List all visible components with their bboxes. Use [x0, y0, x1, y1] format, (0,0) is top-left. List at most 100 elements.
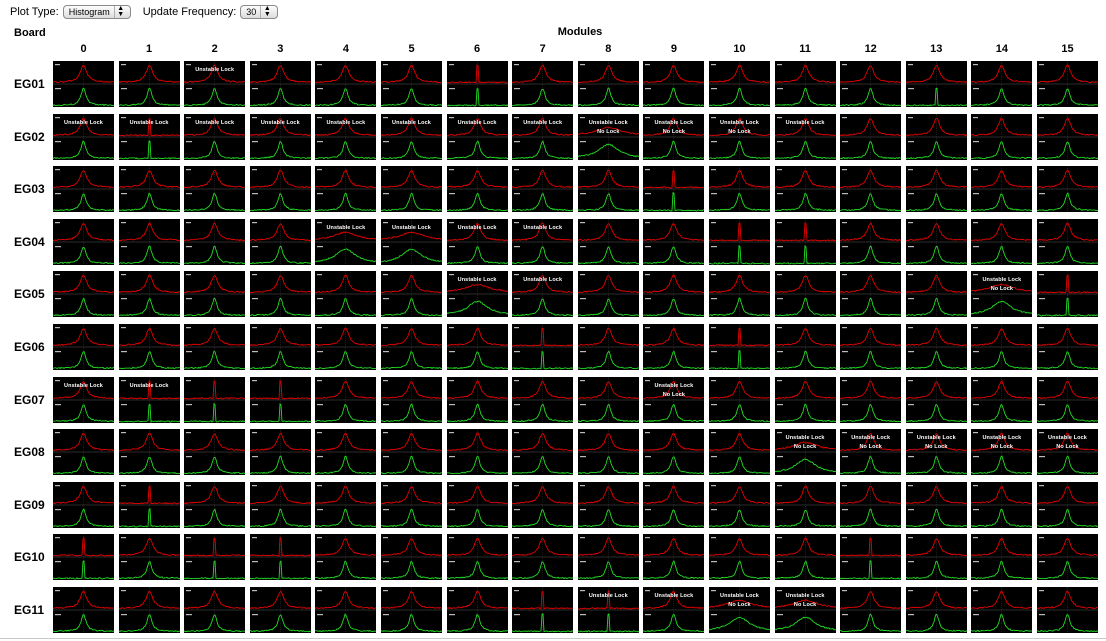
histogram-cell[interactable]: [53, 218, 114, 265]
histogram-cell[interactable]: [1037, 534, 1098, 581]
histogram-cell[interactable]: [446, 481, 508, 528]
histogram-cell[interactable]: [971, 113, 1033, 160]
histogram-cell[interactable]: [381, 481, 442, 528]
histogram-cell[interactable]: [1037, 271, 1098, 318]
histogram-cell[interactable]: Unstable Lock No Lock: [709, 587, 770, 633]
histogram-cell[interactable]: [774, 481, 836, 528]
histogram-cell[interactable]: [184, 481, 246, 528]
histogram-cell[interactable]: [53, 61, 114, 107]
histogram-cell[interactable]: [1037, 113, 1098, 160]
histogram-cell[interactable]: [315, 587, 377, 633]
histogram-cell[interactable]: [249, 271, 311, 318]
histogram-cell[interactable]: [315, 376, 377, 423]
histogram-cell[interactable]: [643, 166, 705, 213]
histogram-cell[interactable]: Unstable Lock: [446, 113, 508, 160]
histogram-cell[interactable]: [709, 376, 770, 423]
histogram-cell[interactable]: [118, 429, 180, 476]
histogram-cell[interactable]: [643, 271, 705, 318]
histogram-cell[interactable]: [249, 587, 311, 633]
histogram-cell[interactable]: Unstable Lock: [184, 61, 246, 107]
histogram-cell[interactable]: Unstable Lock: [512, 113, 574, 160]
histogram-cell[interactable]: [512, 376, 574, 423]
histogram-cell[interactable]: [709, 218, 770, 265]
histogram-cell[interactable]: [577, 166, 639, 213]
histogram-cell[interactable]: [315, 534, 377, 581]
histogram-cell[interactable]: [709, 166, 770, 213]
histogram-cell[interactable]: [971, 61, 1033, 107]
histogram-cell[interactable]: [53, 166, 114, 213]
histogram-cell[interactable]: [315, 481, 377, 528]
histogram-cell[interactable]: Unstable Lock No Lock: [971, 429, 1033, 476]
histogram-cell[interactable]: Unstable Lock: [315, 218, 377, 265]
histogram-cell[interactable]: [315, 271, 377, 318]
histogram-cell[interactable]: [446, 376, 508, 423]
histogram-cell[interactable]: [53, 271, 114, 318]
histogram-cell[interactable]: Unstable Lock: [118, 376, 180, 423]
histogram-cell[interactable]: [905, 324, 967, 370]
histogram-cell[interactable]: Unstable Lock: [315, 113, 377, 160]
histogram-cell[interactable]: [709, 534, 770, 581]
histogram-cell[interactable]: Unstable Lock No Lock: [577, 113, 639, 160]
histogram-cell[interactable]: [709, 481, 770, 528]
histogram-cell[interactable]: [840, 271, 902, 318]
histogram-cell[interactable]: [249, 429, 311, 476]
histogram-cell[interactable]: Unstable Lock: [249, 113, 311, 160]
histogram-cell[interactable]: [840, 113, 902, 160]
histogram-cell[interactable]: [249, 534, 311, 581]
histogram-cell[interactable]: [577, 61, 639, 107]
histogram-cell[interactable]: [315, 61, 377, 107]
histogram-cell[interactable]: [577, 376, 639, 423]
histogram-cell[interactable]: [643, 481, 705, 528]
histogram-cell[interactable]: [118, 481, 180, 528]
histogram-cell[interactable]: [249, 376, 311, 423]
histogram-cell[interactable]: Unstable Lock No Lock: [840, 429, 902, 476]
histogram-cell[interactable]: [249, 481, 311, 528]
histogram-cell[interactable]: [53, 587, 114, 633]
histogram-cell[interactable]: [249, 218, 311, 265]
histogram-cell[interactable]: [381, 166, 442, 213]
histogram-cell[interactable]: [249, 324, 311, 370]
histogram-cell[interactable]: Unstable Lock: [118, 113, 180, 160]
histogram-cell[interactable]: [446, 61, 508, 107]
histogram-cell[interactable]: [971, 166, 1033, 213]
histogram-cell[interactable]: Unstable Lock: [53, 113, 114, 160]
histogram-cell[interactable]: [249, 61, 311, 107]
histogram-cell[interactable]: [1037, 587, 1098, 633]
histogram-cell[interactable]: Unstable Lock: [577, 587, 639, 633]
histogram-cell[interactable]: [905, 534, 967, 581]
histogram-cell[interactable]: [512, 429, 574, 476]
histogram-cell[interactable]: [971, 218, 1033, 265]
histogram-cell[interactable]: [643, 534, 705, 581]
histogram-cell[interactable]: [643, 61, 705, 107]
histogram-cell[interactable]: [512, 61, 574, 107]
histogram-cell[interactable]: [840, 166, 902, 213]
histogram-cell[interactable]: [512, 324, 574, 370]
histogram-cell[interactable]: [53, 429, 114, 476]
histogram-cell[interactable]: [381, 324, 442, 370]
histogram-cell[interactable]: [774, 166, 836, 213]
histogram-cell[interactable]: [840, 481, 902, 528]
histogram-cell[interactable]: [53, 324, 114, 370]
histogram-cell[interactable]: [184, 166, 246, 213]
histogram-cell[interactable]: [905, 166, 967, 213]
histogram-cell[interactable]: [118, 166, 180, 213]
histogram-cell[interactable]: [840, 587, 902, 633]
histogram-cell[interactable]: [971, 587, 1033, 633]
histogram-cell[interactable]: Unstable Lock No Lock: [971, 271, 1033, 318]
histogram-cell[interactable]: [774, 218, 836, 265]
histogram-cell[interactable]: Unstable Lock: [446, 271, 508, 318]
histogram-cell[interactable]: [709, 61, 770, 107]
histogram-cell[interactable]: [446, 324, 508, 370]
histogram-cell[interactable]: [577, 534, 639, 581]
histogram-cell[interactable]: [774, 61, 836, 107]
histogram-cell[interactable]: [184, 376, 246, 423]
histogram-cell[interactable]: [577, 218, 639, 265]
histogram-cell[interactable]: [971, 534, 1033, 581]
histogram-cell[interactable]: [840, 324, 902, 370]
histogram-cell[interactable]: [905, 218, 967, 265]
histogram-cell[interactable]: [643, 324, 705, 370]
histogram-cell[interactable]: Unstable Lock: [643, 587, 705, 633]
histogram-cell[interactable]: [1037, 376, 1098, 423]
histogram-cell[interactable]: [381, 271, 442, 318]
histogram-cell[interactable]: [709, 324, 770, 370]
